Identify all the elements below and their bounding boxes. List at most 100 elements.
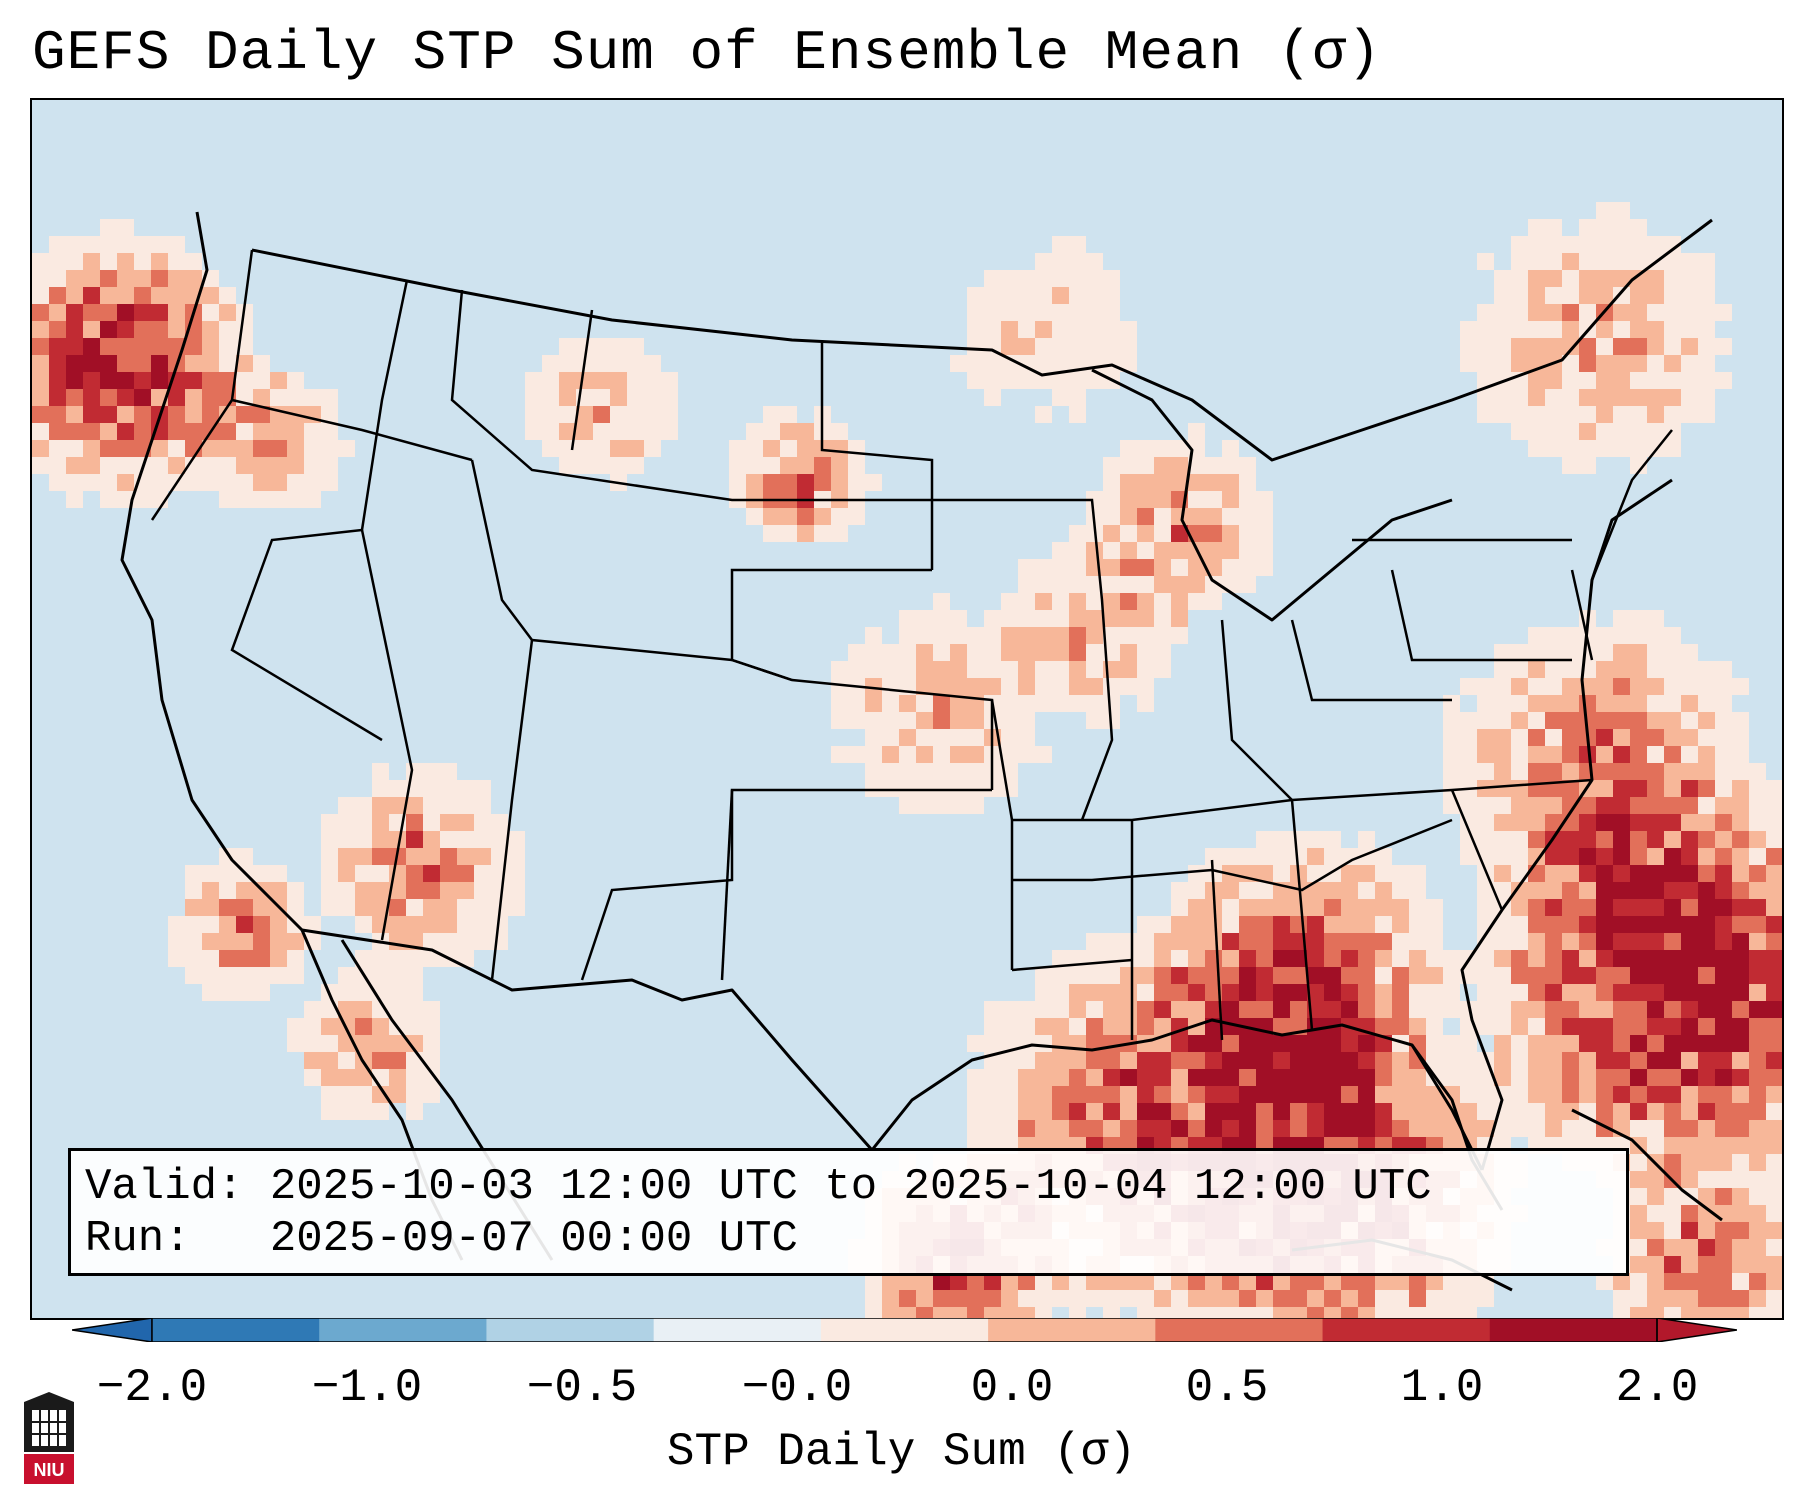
stp-grid-cell — [219, 865, 236, 882]
stp-grid-cell — [151, 474, 168, 491]
stp-grid-cell — [1647, 661, 1664, 678]
stp-grid-cell — [1120, 576, 1137, 593]
stp-grid-cell — [1018, 304, 1035, 321]
stp-grid-cell — [1766, 831, 1782, 848]
stp-grid-cell — [1664, 933, 1681, 950]
stp-grid-cell — [1103, 304, 1120, 321]
stp-grid-cell — [253, 474, 270, 491]
stp-grid-cell — [1647, 814, 1664, 831]
stp-grid-cell — [1681, 321, 1698, 338]
stp-grid-cell — [1086, 1018, 1103, 1035]
stp-grid-cell — [1069, 610, 1086, 627]
stp-grid-cell — [1732, 1052, 1749, 1069]
stp-grid-cell — [1647, 1273, 1664, 1290]
stp-grid-cell — [49, 338, 66, 355]
stp-grid-cell — [1239, 1069, 1256, 1086]
stp-grid-cell — [1681, 1137, 1698, 1154]
stp-grid-cell — [1681, 763, 1698, 780]
stp-grid-cell — [763, 423, 780, 440]
stp-grid-cell — [1596, 797, 1613, 814]
stp-grid-cell — [1630, 746, 1647, 763]
stp-grid-cell — [372, 967, 389, 984]
stp-grid-cell — [1460, 729, 1477, 746]
stp-grid-cell — [372, 814, 389, 831]
stp-grid-cell — [984, 644, 1001, 661]
stp-grid-cell — [1511, 1035, 1528, 1052]
stp-grid-cell — [559, 389, 576, 406]
stp-grid-cell — [1596, 287, 1613, 304]
stp-grid-cell — [83, 474, 100, 491]
stp-grid-cell — [1426, 1052, 1443, 1069]
stp-grid-cell — [1630, 916, 1647, 933]
stp-grid-cell — [1647, 287, 1664, 304]
stp-grid-cell — [1018, 1069, 1035, 1086]
stp-grid-cell — [1001, 1086, 1018, 1103]
stp-grid-cell — [1460, 797, 1477, 814]
stp-grid-cell — [49, 287, 66, 304]
stp-grid-cell — [1086, 321, 1103, 338]
stp-grid-cell — [1681, 1035, 1698, 1052]
stp-grid-cell — [423, 814, 440, 831]
stp-grid-cell — [1749, 848, 1766, 865]
stp-grid-cell — [1120, 1120, 1137, 1137]
stp-grid-cell — [202, 389, 219, 406]
stp-grid-cell — [1511, 406, 1528, 423]
stp-grid-cell — [1341, 1120, 1358, 1137]
stp-grid-cell — [1188, 933, 1205, 950]
stp-grid-cell — [1749, 984, 1766, 1001]
stp-grid-cell — [1562, 899, 1579, 916]
stp-grid-cell — [1664, 729, 1681, 746]
stp-grid-cell — [865, 729, 882, 746]
stp-grid-cell — [1528, 1018, 1545, 1035]
stp-grid-cell — [1630, 1120, 1647, 1137]
stp-grid-cell — [1137, 559, 1154, 576]
stp-grid-cell — [984, 1307, 1001, 1318]
stp-grid-cell — [1477, 1069, 1494, 1086]
stp-grid-cell — [1749, 933, 1766, 950]
stp-grid-cell — [1664, 236, 1681, 253]
stp-grid-cell — [1069, 627, 1086, 644]
stp-grid-cell — [100, 219, 117, 236]
stp-grid-cell — [457, 831, 474, 848]
stp-grid-cell — [1120, 1001, 1137, 1018]
stp-grid-cell — [780, 457, 797, 474]
stp-grid-cell — [1494, 1035, 1511, 1052]
stp-grid-cell — [1715, 933, 1732, 950]
stp-grid-cell — [1069, 525, 1086, 542]
stp-grid-cell — [1069, 1290, 1086, 1307]
stp-grid-cell — [1715, 882, 1732, 899]
stp-grid-cell — [1086, 627, 1103, 644]
stp-grid-cell — [916, 1290, 933, 1307]
stp-grid-cell — [1392, 950, 1409, 967]
stp-grid-cell — [1494, 763, 1511, 780]
stp-grid-cell — [202, 474, 219, 491]
stp-grid-cell — [1052, 1069, 1069, 1086]
stp-grid-cell — [1596, 644, 1613, 661]
stp-grid-cell — [1239, 1290, 1256, 1307]
stp-grid-cell — [1613, 848, 1630, 865]
stp-grid-cell — [1562, 304, 1579, 321]
stp-grid-cell — [1035, 627, 1052, 644]
stp-grid-cell — [1749, 1035, 1766, 1052]
stp-grid-cell — [406, 1086, 423, 1103]
stp-grid-cell — [746, 474, 763, 491]
stp-grid-cell — [338, 984, 355, 1001]
stp-grid-cell — [202, 933, 219, 950]
stp-grid-cell — [1613, 1018, 1630, 1035]
stp-grid-cell — [355, 882, 372, 899]
stp-grid-cell — [355, 1001, 372, 1018]
stp-grid-cell — [1664, 1018, 1681, 1035]
stp-grid-cell — [1341, 950, 1358, 967]
stp-grid-cell — [117, 236, 134, 253]
stp-grid-cell — [984, 270, 1001, 287]
stp-grid-cell — [1392, 1086, 1409, 1103]
stp-grid-cell — [882, 763, 899, 780]
stp-grid-cell — [1392, 1001, 1409, 1018]
stp-grid-cell — [593, 338, 610, 355]
stp-grid-cell — [1630, 763, 1647, 780]
stp-grid-cell — [1579, 1120, 1596, 1137]
stp-grid-cell — [151, 270, 168, 287]
stp-grid-cell — [1681, 270, 1698, 287]
stp-grid-cell — [1630, 1188, 1647, 1205]
stp-grid-cell — [1630, 338, 1647, 355]
